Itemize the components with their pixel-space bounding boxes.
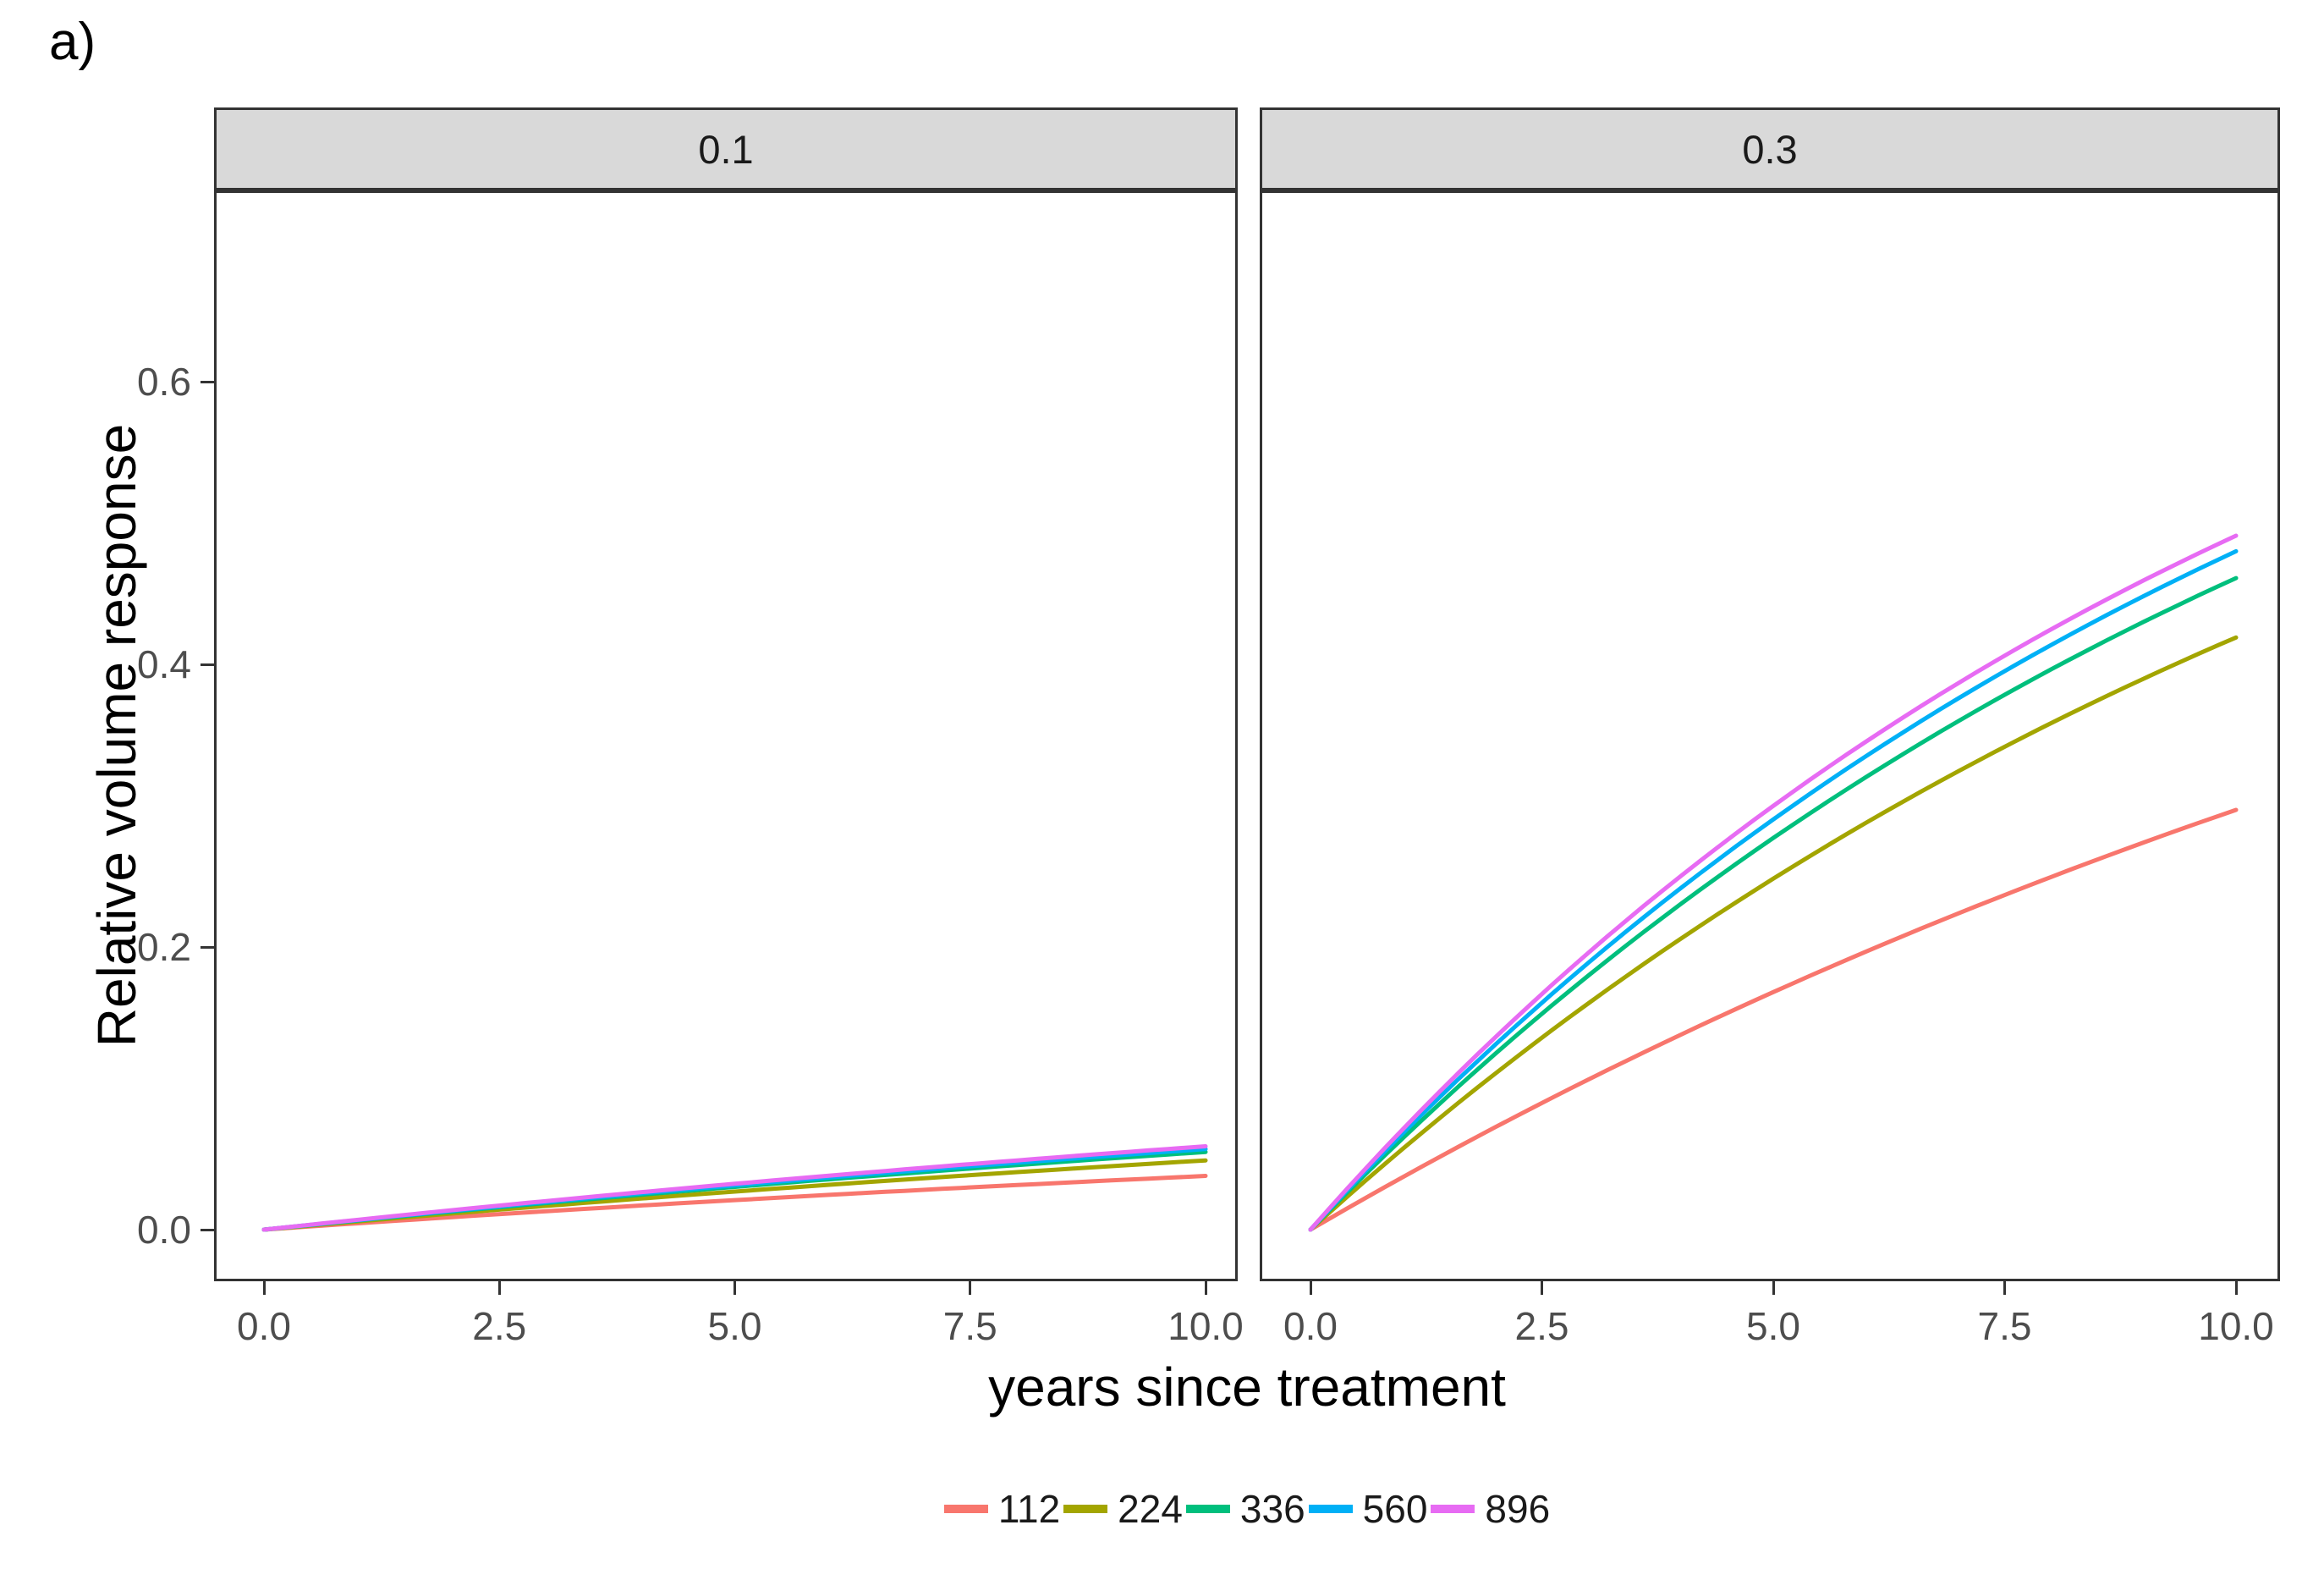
x-tick-label: 2.5 xyxy=(472,1304,527,1348)
x-tick-label: 10.0 xyxy=(2198,1304,2274,1348)
x-tick-mark xyxy=(1541,1281,1543,1295)
legend-label: 112 xyxy=(997,1487,1061,1531)
legend-label: 336 xyxy=(1239,1487,1305,1531)
y-tick-label: 0.0 xyxy=(137,1208,191,1252)
y-axis-title: Relative volume response xyxy=(86,423,147,1048)
y-tick-mark xyxy=(201,380,214,383)
legend-label: 896 xyxy=(1485,1487,1551,1531)
x-tick-label: 5.0 xyxy=(1746,1304,1800,1348)
x-tick-mark xyxy=(969,1281,972,1295)
legend-item-560: 560 xyxy=(1308,1479,1428,1539)
plot-panel-0.3 xyxy=(1260,190,2280,1281)
x-tick-mark xyxy=(1204,1281,1207,1295)
legend-key-line xyxy=(1308,1505,1353,1513)
y-tick-mark xyxy=(201,663,214,666)
x-axis-title: years since treatment xyxy=(988,1357,1506,1418)
series-line-896 xyxy=(261,1144,1208,1232)
y-tick-mark xyxy=(201,1228,214,1231)
x-tick-label: 10.0 xyxy=(1167,1304,1244,1348)
x-tick-label: 7.5 xyxy=(1977,1304,2032,1348)
x-tick-label: 0.0 xyxy=(237,1304,291,1348)
x-tick-mark xyxy=(1772,1281,1775,1295)
y-tick-mark xyxy=(201,945,214,949)
series-line-560 xyxy=(1308,548,2239,1232)
legend-label: 224 xyxy=(1118,1487,1183,1531)
x-tick-mark xyxy=(2234,1281,2238,1295)
facet-strip-label: 0.3 xyxy=(1742,126,1798,172)
facet-strip-0.1: 0.1 xyxy=(214,107,1238,190)
legend-item-336: 336 xyxy=(1185,1479,1305,1539)
x-tick-label: 5.0 xyxy=(707,1304,762,1348)
legend-item-224: 224 xyxy=(1063,1479,1183,1539)
series-line-896 xyxy=(1308,533,2239,1232)
x-tick-mark xyxy=(733,1281,736,1295)
y-tick-label: 0.4 xyxy=(137,642,191,686)
series-line-336 xyxy=(1308,575,2239,1232)
x-tick-label: 2.5 xyxy=(1514,1304,1569,1348)
series-line-112 xyxy=(261,1174,1208,1232)
legend-item-112: 112 xyxy=(943,1479,1061,1539)
legend: 112 224 336 560 896 xyxy=(214,1479,2280,1539)
x-tick-mark xyxy=(262,1281,266,1295)
facet-strip-label: 0.1 xyxy=(698,126,754,172)
x-tick-label: 0.0 xyxy=(1283,1304,1338,1348)
legend-item-896: 896 xyxy=(1431,1479,1550,1539)
legend-key-line xyxy=(1063,1505,1108,1513)
line-chart-panel-0.3 xyxy=(1308,533,2239,1232)
legend-key-line xyxy=(943,1505,988,1513)
y-tick-label: 0.2 xyxy=(137,925,191,969)
line-chart-panel-0.1 xyxy=(261,1144,1208,1232)
x-tick-mark xyxy=(2003,1281,2006,1295)
y-tick-label: 0.6 xyxy=(137,360,191,404)
series-line-112 xyxy=(1308,807,2239,1232)
plot-panel-0.1 xyxy=(214,190,1238,1281)
x-tick-mark xyxy=(1309,1281,1312,1295)
legend-key-line xyxy=(1185,1505,1230,1513)
legend-key-line xyxy=(1431,1505,1475,1513)
facet-strip-0.3: 0.3 xyxy=(1260,107,2280,190)
legend-label: 560 xyxy=(1362,1487,1428,1531)
figure-label: a) xyxy=(49,13,96,71)
series-line-224 xyxy=(261,1158,1208,1232)
x-tick-mark xyxy=(497,1281,501,1295)
series-line-224 xyxy=(1308,635,2239,1232)
x-tick-label: 7.5 xyxy=(942,1304,997,1348)
